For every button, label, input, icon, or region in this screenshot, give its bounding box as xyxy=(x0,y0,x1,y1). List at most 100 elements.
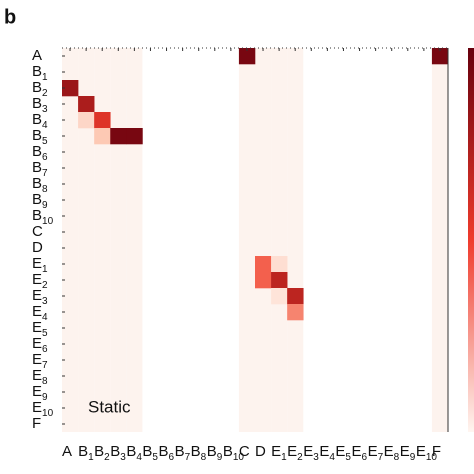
x-tick-label: E7 xyxy=(368,443,384,463)
cell xyxy=(287,288,304,305)
colorbar xyxy=(468,48,474,432)
y-tick-label: E9 xyxy=(32,383,48,403)
x-tick-letter: B xyxy=(78,443,88,460)
y-tick-letter: E xyxy=(32,271,42,288)
x-tick-letter: D xyxy=(255,443,266,460)
y-tick-letter: E xyxy=(32,351,42,368)
x-tick-letter: C xyxy=(239,443,250,460)
shaded-column xyxy=(238,48,255,432)
y-tick-letter: B xyxy=(32,127,42,144)
x-tick-label: E2 xyxy=(287,443,303,463)
y-tick-label: E6 xyxy=(32,335,48,355)
x-tick-label: C xyxy=(239,443,250,460)
cell xyxy=(78,112,95,129)
y-tick-letter: E xyxy=(32,335,42,352)
shaded-column xyxy=(271,48,288,432)
x-tick-subscript: 9 xyxy=(217,452,223,463)
y-tick-label: B6 xyxy=(32,143,48,163)
cell xyxy=(62,80,79,97)
y-tick-label: A xyxy=(32,47,42,64)
x-tick-label: B2 xyxy=(94,443,110,463)
x-tick-letter: E xyxy=(287,443,297,460)
x-tick-subscript: 4 xyxy=(329,452,335,463)
x-tick-label: B1 xyxy=(78,443,94,463)
x-tick-subscript: 2 xyxy=(104,452,110,463)
x-tick-letter: B xyxy=(159,443,169,460)
y-tick-letter: E xyxy=(32,303,42,320)
y-tick-label: E5 xyxy=(32,319,48,339)
x-tick-letter: E xyxy=(400,443,410,460)
y-tick-label: B3 xyxy=(32,95,48,115)
y-tick-label: F xyxy=(32,415,41,432)
cell xyxy=(126,128,143,145)
y-tick-letter: C xyxy=(32,223,43,240)
x-tick-subscript: 1 xyxy=(281,452,287,463)
x-tick-subscript: 8 xyxy=(394,452,400,463)
y-tick-label: B8 xyxy=(32,175,48,195)
cell xyxy=(94,112,111,129)
y-tick-label: B4 xyxy=(32,111,48,131)
y-tick-subscript: 7 xyxy=(42,360,48,371)
x-tick-letter: E xyxy=(319,443,329,460)
x-tick-label: A xyxy=(62,443,72,460)
y-tick-subscript: 5 xyxy=(42,328,48,339)
x-tick-subscript: 10 xyxy=(426,452,438,463)
y-tick-label: D xyxy=(32,239,43,256)
cell xyxy=(255,272,272,289)
y-tick-label: E2 xyxy=(32,271,48,291)
x-tick-label: D xyxy=(255,443,266,460)
cell xyxy=(238,48,256,65)
cell xyxy=(271,256,288,273)
x-tick-label: E5 xyxy=(335,443,351,463)
y-tick-letter: B xyxy=(32,95,42,112)
x-tick-subscript: 10 xyxy=(233,452,245,463)
x-tick-label: B10 xyxy=(223,443,245,463)
y-tick-letter: E xyxy=(32,399,42,416)
y-tick-label: E8 xyxy=(32,367,48,387)
y-tick-subscript: 6 xyxy=(42,344,48,355)
shaded-column xyxy=(126,48,143,432)
x-tick-subscript: 9 xyxy=(410,452,416,463)
y-tick-label: B1 xyxy=(32,63,48,83)
y-tick-subscript: 5 xyxy=(42,136,48,147)
y-tick-label: C xyxy=(32,223,43,240)
cell xyxy=(94,128,111,145)
y-tick-subscript: 9 xyxy=(42,392,48,403)
x-tick-subscript: 3 xyxy=(120,452,126,463)
y-tick-letter: B xyxy=(32,111,42,128)
y-tick-letter: B xyxy=(32,159,42,176)
x-tick-subscript: 8 xyxy=(201,452,207,463)
x-tick-letter: B xyxy=(191,443,201,460)
y-tick-letter: B xyxy=(32,191,42,208)
y-tick-letter: E xyxy=(32,319,42,336)
y-tick-letter: A xyxy=(32,47,42,64)
x-tick-letter: E xyxy=(271,443,281,460)
x-tick-label: B4 xyxy=(126,443,142,463)
x-tick-letter: E xyxy=(416,443,426,460)
shaded-column xyxy=(78,48,95,432)
cell xyxy=(110,128,127,145)
y-tick-label: B9 xyxy=(32,191,48,211)
y-tick-subscript: 10 xyxy=(42,408,54,419)
y-tick-letter: B xyxy=(32,175,42,192)
shaded-column xyxy=(255,48,272,432)
y-tick-letter: F xyxy=(32,415,41,432)
shaded-column xyxy=(110,48,127,432)
x-tick-subscript: 5 xyxy=(345,452,351,463)
shaded-column xyxy=(431,48,448,432)
y-tick-letter: E xyxy=(32,255,42,272)
y-tick-label: E10 xyxy=(32,399,54,419)
y-tick-label: E4 xyxy=(32,303,48,323)
cell xyxy=(255,256,272,273)
y-tick-label: B2 xyxy=(32,79,48,99)
x-tick-letter: B xyxy=(142,443,152,460)
x-tick-label: E9 xyxy=(400,443,416,463)
cell xyxy=(287,304,304,321)
y-tick-subscript: 6 xyxy=(42,152,48,163)
y-tick-subscript: 1 xyxy=(42,264,48,275)
x-tick-label: E10 xyxy=(416,443,438,463)
x-tick-letter: E xyxy=(352,443,362,460)
x-tick-letter: B xyxy=(110,443,120,460)
x-tick-label: F xyxy=(432,443,441,460)
